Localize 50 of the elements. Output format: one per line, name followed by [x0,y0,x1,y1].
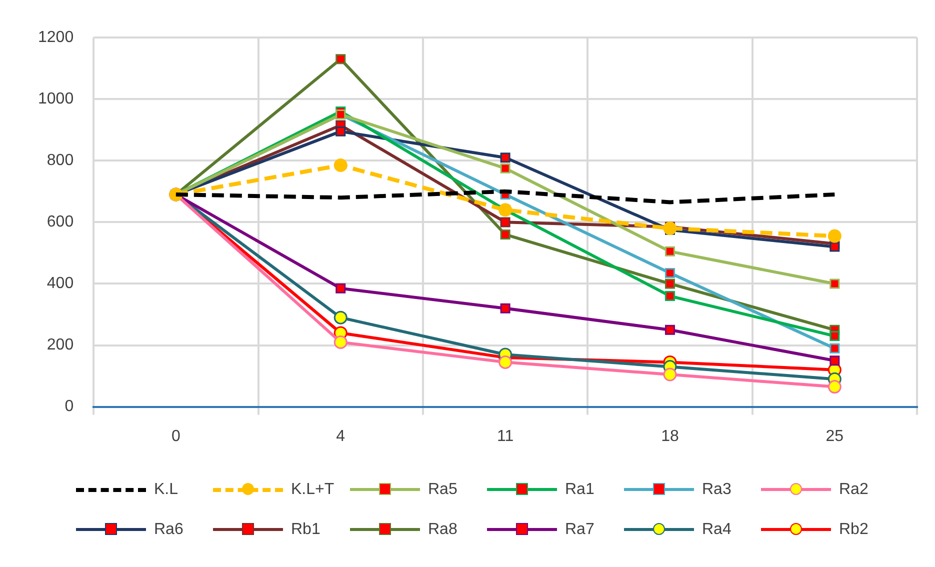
point [663,368,677,382]
x-tick-label: 18 [661,428,679,445]
point [336,126,346,136]
point [336,54,346,64]
point [500,152,510,163]
point [336,283,346,294]
point [830,242,840,252]
point [500,217,510,228]
legend-label: Ra6 [154,521,184,539]
x-tick-label: 0 [171,428,180,445]
x-tick-label: 11 [496,428,514,445]
legend-label: Ra7 [565,521,594,539]
point [664,268,675,278]
legend-label: Ra1 [565,481,594,499]
y-tick-label: 400 [46,275,74,292]
point [500,230,510,240]
point [334,158,348,172]
point [500,163,510,174]
point [830,278,840,289]
point [664,246,675,256]
point [830,356,840,366]
point [500,303,510,314]
y-tick-label: 1000 [38,90,74,108]
point [830,331,840,342]
legend-label: Ra5 [428,481,458,499]
point [664,291,675,302]
point [498,355,512,369]
point [828,380,842,394]
legend-label: Ra2 [839,481,868,499]
y-tick-label: 600 [46,214,74,231]
legend-label: Ra8 [428,521,458,539]
point [664,278,675,289]
y-tick-label: 200 [46,336,74,354]
legend-label: Rb1 [291,521,320,539]
legend-label: K.L [154,481,178,499]
point [663,222,677,236]
legend-label: Ra3 [702,481,732,499]
point [664,324,675,335]
point [828,229,842,243]
x-tick-label: 25 [826,428,844,445]
legend-label: Rb2 [839,521,868,539]
x-tick-label: 4 [336,428,346,445]
point [334,335,348,349]
point [334,310,348,324]
legend-label: Ra4 [702,521,732,539]
y-tick-label: 800 [46,152,74,170]
legend-label: K.L+T [291,481,334,499]
point [830,343,840,354]
y-tick-label: 1200 [38,29,74,46]
y-tick-label: 0 [64,398,74,416]
